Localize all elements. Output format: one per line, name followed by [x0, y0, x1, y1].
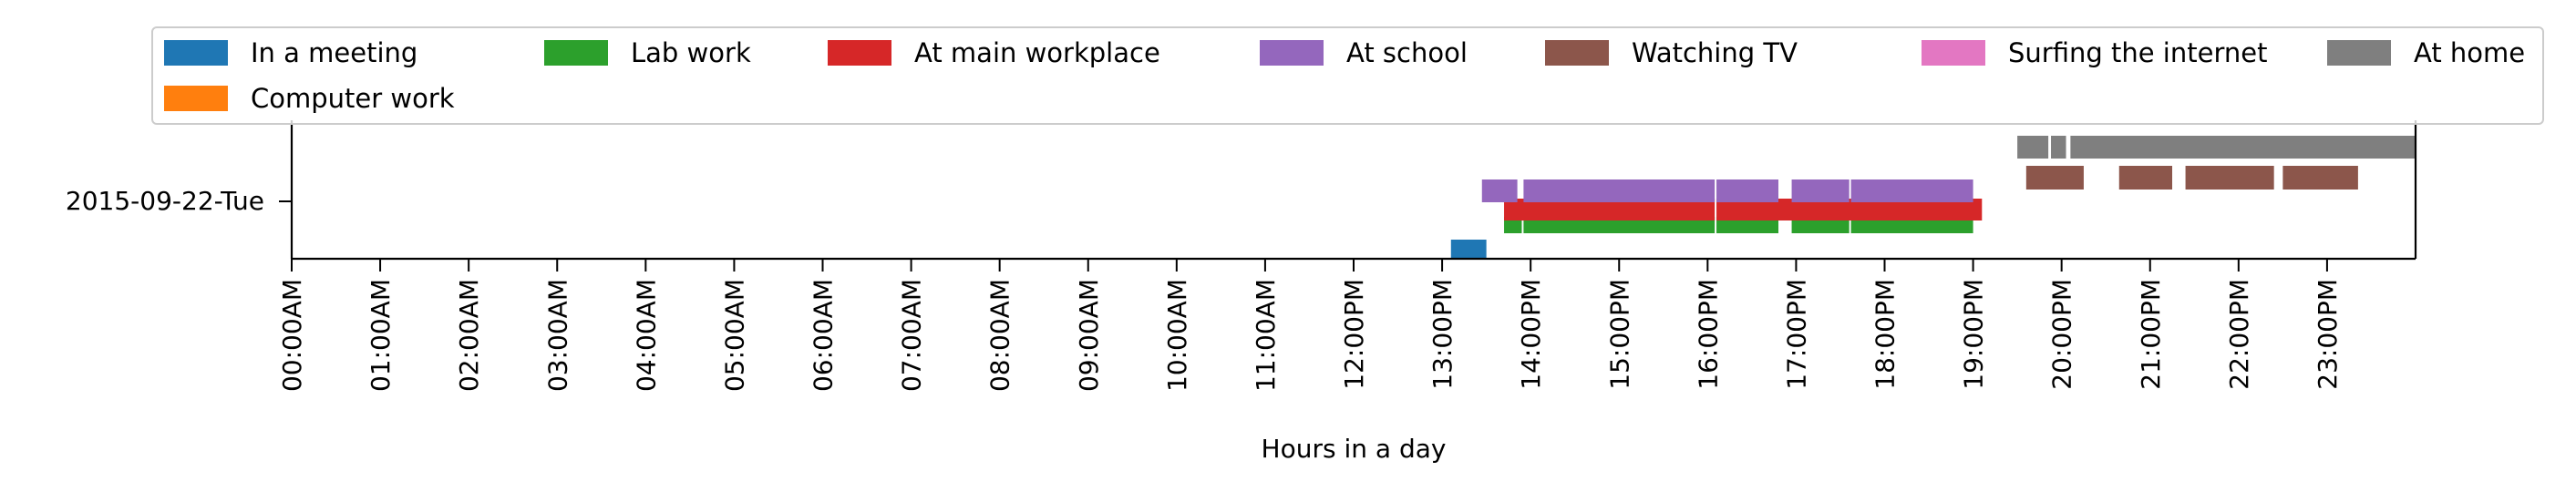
activity-bar [1716, 179, 1778, 202]
x-axis-label: Hours in a day [1262, 434, 1447, 464]
activity-bar [2070, 136, 2416, 159]
activity-bar [1523, 179, 1716, 202]
legend-swatch [828, 40, 891, 66]
activity-bar [1450, 240, 1487, 259]
x-tick-label: 06:00AM [809, 279, 839, 392]
activity-bars [1450, 136, 2416, 259]
x-tick-label: 04:00AM [631, 279, 661, 392]
x-tick-label: 10:00AM [1162, 279, 1192, 392]
x-tick-label: 09:00AM [1074, 279, 1104, 392]
activity-bar [2017, 136, 2049, 159]
x-tick-label: 21:00PM [2136, 279, 2166, 390]
y-tick-label: 2015-09-22-Tue [66, 186, 264, 216]
legend-swatch [2327, 40, 2391, 66]
legend-items: In a meeting Lab work At main workplace At … [164, 37, 2525, 114]
legend-swatch [1260, 40, 1324, 66]
legend-label: Computer work [251, 83, 455, 114]
activity-bar [2282, 166, 2358, 190]
legend-label: Lab work [631, 37, 751, 68]
activity-bar [2185, 166, 2274, 190]
activity-bar [2118, 166, 2173, 190]
x-tick-label: 12:00PM [1339, 279, 1369, 390]
activity-bar [1850, 179, 1973, 202]
x-tick-label: 11:00AM [1251, 279, 1281, 392]
x-tick-label: 22:00PM [2224, 279, 2254, 390]
activity-bar [1791, 217, 1850, 233]
legend-swatch [1545, 40, 1609, 66]
x-tick-label: 13:00PM [1427, 279, 1458, 390]
legend-label: In a meeting [251, 37, 417, 68]
x-tick-label: 14:00PM [1516, 279, 1546, 390]
activity-bar [1523, 217, 1716, 233]
activity-bar [1791, 179, 1850, 202]
x-tick-label: 16:00PM [1693, 279, 1723, 390]
x-tick-label: 15:00PM [1604, 279, 1634, 390]
legend-label: Watching TV [1632, 37, 1798, 68]
activity-bar [1850, 217, 1973, 233]
x-tick-label: 05:00AM [719, 279, 749, 392]
activity-bar [1481, 179, 1518, 202]
activity-bar [1504, 217, 1522, 233]
x-tick-label: 02:00AM [454, 279, 484, 392]
x-tick-label: 03:00AM [542, 279, 572, 392]
x-tick-label: 01:00AM [366, 279, 396, 392]
x-tick-label: 17:00PM [1781, 279, 1811, 390]
legend-label: At home [2414, 37, 2525, 68]
legend-label: At school [1346, 37, 1468, 68]
legend-swatch [1922, 40, 1985, 66]
x-tick-label: 20:00PM [2047, 279, 2077, 390]
x-tick-label: 18:00PM [1870, 279, 1901, 390]
x-ticks: 00:00AM 01:00AM 02:00AM 03:00AM 04:00AM 05:00… [277, 259, 2343, 392]
x-tick-label: 00:00AM [277, 279, 307, 392]
activity-bar [1716, 217, 1778, 233]
legend-swatch [164, 86, 228, 111]
legend-swatch [164, 40, 228, 66]
activity-bar [2051, 136, 2066, 159]
x-tick-label: 19:00PM [1959, 279, 1989, 390]
legend-swatch [544, 40, 608, 66]
activity-bar [2025, 166, 2084, 190]
x-tick-label: 23:00PM [2313, 279, 2343, 390]
legend: In a meeting Lab work At main workplace At … [151, 26, 2544, 125]
x-tick-label: 07:00AM [897, 279, 927, 392]
legend-label: Surfing the internet [2008, 37, 2267, 68]
x-tick-label: 08:00AM [985, 279, 1015, 392]
legend-label: At main workplace [914, 37, 1160, 68]
